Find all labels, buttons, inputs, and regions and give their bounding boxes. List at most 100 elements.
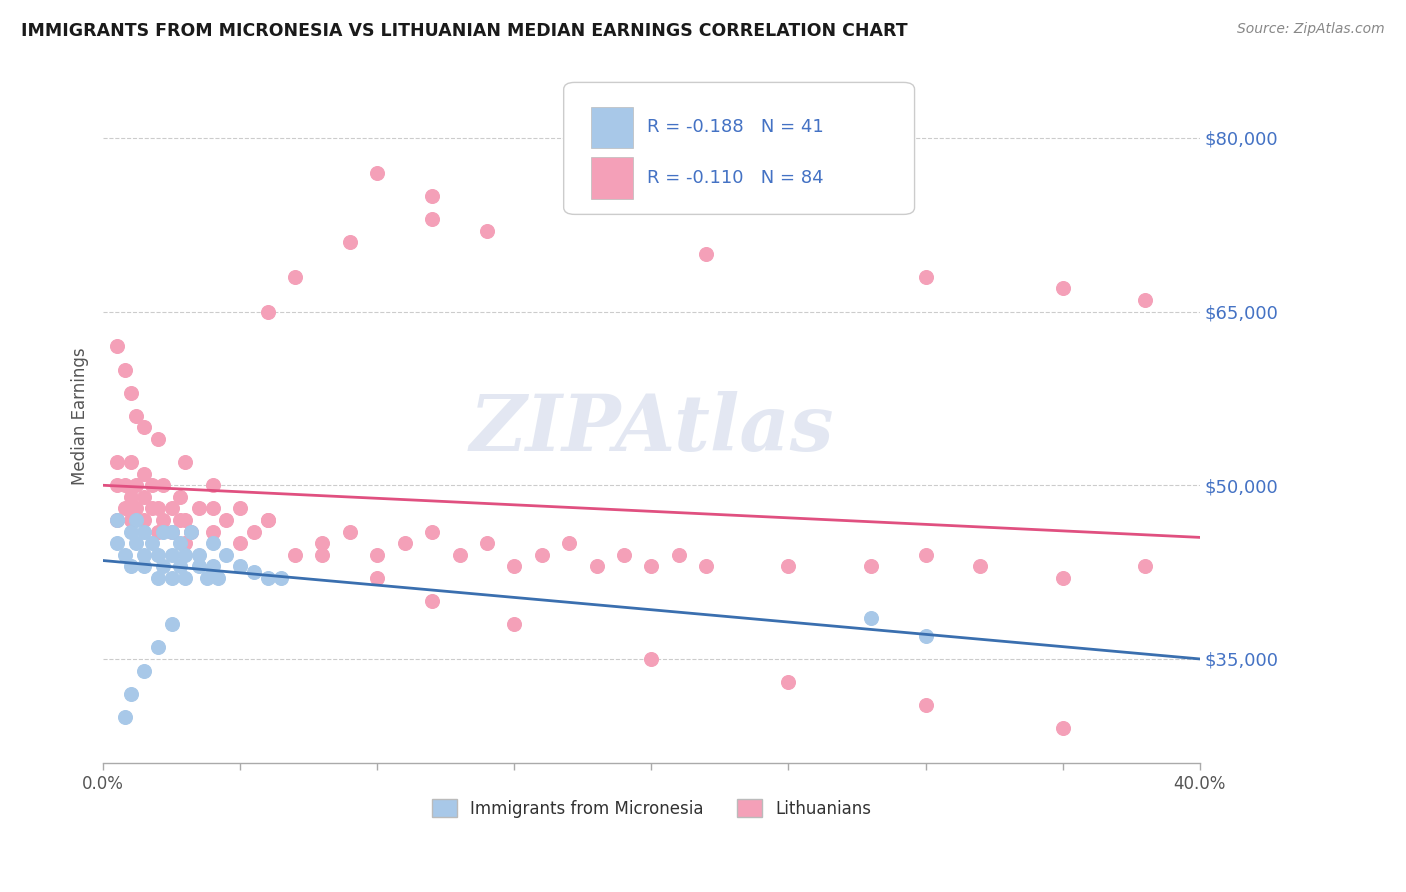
Point [188, 548, 211, 562]
Point [169, 559, 191, 574]
Point [114, 478, 136, 492]
Point [169, 513, 191, 527]
Point [146, 432, 169, 446]
Point [640, 652, 662, 666]
Text: Source: ZipAtlas.com: Source: ZipAtlas.com [1237, 22, 1385, 37]
Point [134, 490, 156, 504]
Point [420, 212, 443, 227]
Point [229, 559, 252, 574]
Point [201, 524, 224, 539]
Point [1052, 281, 1074, 295]
Point [859, 611, 882, 625]
Point [169, 490, 191, 504]
Point [188, 559, 211, 574]
Point [201, 536, 224, 550]
Point [114, 710, 136, 724]
Point [695, 559, 717, 574]
Point [152, 478, 174, 492]
Text: IMMIGRANTS FROM MICRONESIA VS LITHUANIAN MEDIAN EARNINGS CORRELATION CHART: IMMIGRANTS FROM MICRONESIA VS LITHUANIAN… [21, 22, 908, 40]
Point [420, 189, 443, 203]
Point [146, 548, 169, 562]
Point [914, 269, 936, 284]
FancyBboxPatch shape [564, 82, 914, 214]
Point [120, 524, 142, 539]
Point [914, 629, 936, 643]
Point [105, 339, 128, 353]
Point [134, 467, 156, 481]
Point [969, 559, 991, 574]
Point [914, 548, 936, 562]
Point [668, 548, 690, 562]
Point [125, 501, 148, 516]
Point [195, 571, 218, 585]
Point [201, 559, 224, 574]
Point [778, 559, 800, 574]
Point [475, 224, 498, 238]
Point [141, 536, 163, 550]
Point [180, 524, 202, 539]
Text: ZIPAtlas: ZIPAtlas [470, 392, 834, 468]
Point [114, 362, 136, 376]
Text: R = -0.188   N = 41: R = -0.188 N = 41 [647, 118, 824, 136]
Point [243, 565, 266, 579]
Point [503, 559, 526, 574]
Point [174, 455, 197, 469]
Point [160, 548, 183, 562]
Point [141, 501, 163, 516]
Point [188, 501, 211, 516]
Point [366, 571, 388, 585]
Point [366, 548, 388, 562]
Point [146, 501, 169, 516]
Y-axis label: Median Earnings: Median Earnings [72, 347, 89, 484]
Point [134, 664, 156, 678]
Point [914, 698, 936, 713]
Point [174, 571, 197, 585]
Point [256, 513, 278, 527]
Bar [591, 107, 633, 148]
Point [174, 513, 197, 527]
Point [420, 524, 443, 539]
Point [160, 524, 183, 539]
Point [152, 513, 174, 527]
Point [339, 235, 361, 249]
Point [134, 513, 156, 527]
Point [114, 501, 136, 516]
Point [613, 548, 636, 562]
Point [125, 536, 148, 550]
Point [284, 548, 307, 562]
Point [420, 594, 443, 608]
Point [120, 513, 142, 527]
Point [1052, 722, 1074, 736]
Point [120, 687, 142, 701]
Point [160, 524, 183, 539]
Point [152, 559, 174, 574]
Point [695, 246, 717, 260]
Point [229, 501, 252, 516]
Point [160, 501, 183, 516]
Point [1133, 293, 1156, 307]
Point [146, 640, 169, 655]
Point [215, 513, 238, 527]
Point [207, 571, 229, 585]
Point [174, 548, 197, 562]
Point [256, 513, 278, 527]
Point [125, 513, 148, 527]
Point [141, 478, 163, 492]
Point [339, 524, 361, 539]
Point [125, 478, 148, 492]
Point [134, 420, 156, 434]
Point [585, 559, 607, 574]
Point [125, 409, 148, 423]
Point [229, 536, 252, 550]
Point [160, 617, 183, 632]
Point [311, 548, 333, 562]
Legend: Immigrants from Micronesia, Lithuanians: Immigrants from Micronesia, Lithuanians [425, 793, 877, 824]
Point [134, 524, 156, 539]
Point [449, 548, 471, 562]
Point [105, 478, 128, 492]
Point [201, 478, 224, 492]
Point [146, 571, 169, 585]
Point [1133, 559, 1156, 574]
Point [311, 536, 333, 550]
Point [530, 548, 553, 562]
